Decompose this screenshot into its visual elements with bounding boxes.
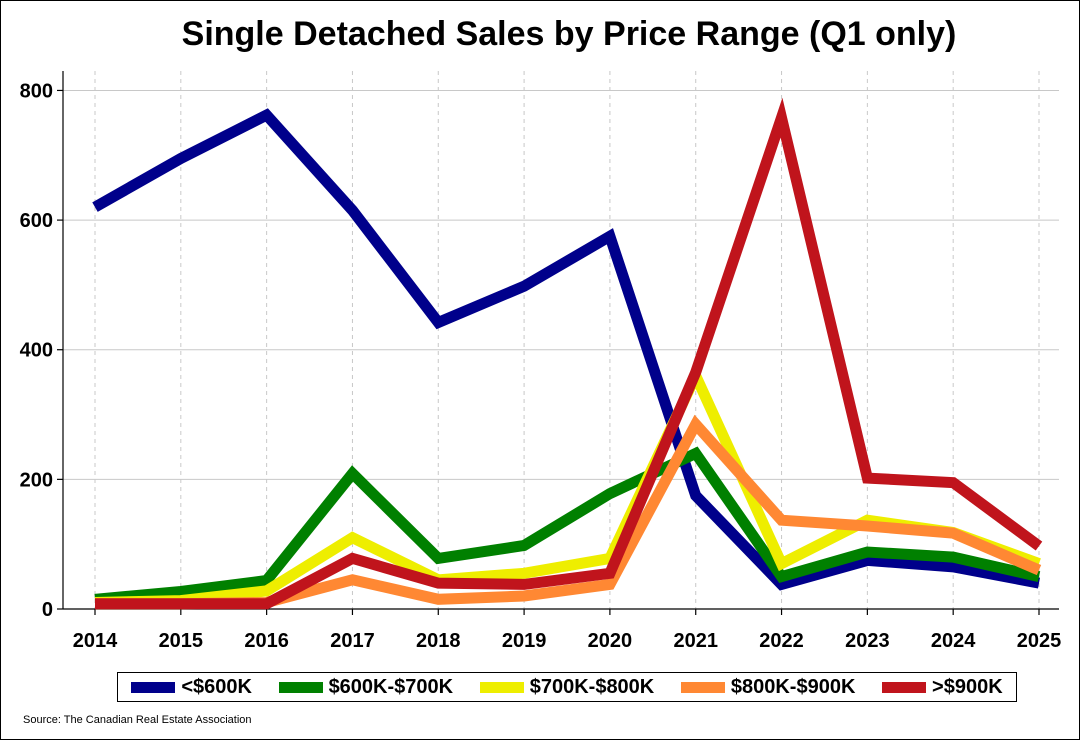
legend-item-1: $600K-$700K — [278, 675, 454, 699]
legend-swatch — [680, 681, 725, 693]
axis-layer: 0 200 400 600 800 2014 2015 2016 2017 2018 2019 202… — [20, 71, 1062, 652]
source-note: Source: The Canadian Real Estate Associa… — [23, 714, 252, 726]
x-tick-label: 2018 — [416, 630, 461, 652]
series-line-2 — [94, 362, 1041, 608]
legend-label: <$600K — [181, 675, 252, 698]
legend-swatch — [479, 681, 524, 693]
legend-label: >$900K — [932, 675, 1003, 698]
y-tick-label: 0 — [42, 599, 53, 621]
x-tick-label: 2017 — [330, 630, 375, 652]
x-tick-label: 2021 — [673, 630, 718, 652]
chart-title: Single Detached Sales by Price Range (Q1… — [181, 15, 957, 53]
x-tick-label: 2024 — [931, 630, 976, 652]
series-line-1 — [94, 446, 1041, 605]
series-line-0 — [92, 108, 1041, 591]
y-tick-label: 400 — [20, 340, 53, 362]
legend-swatch — [278, 681, 323, 693]
y-tick-label: 200 — [20, 469, 53, 491]
legend-swatch — [882, 681, 927, 693]
legend-item-4: >$900K — [882, 676, 1003, 699]
series-line-4 — [95, 97, 1043, 610]
legend-swatch — [131, 681, 176, 693]
x-tick-label: 2014 — [73, 630, 118, 652]
legend-item-0: <$600K — [131, 676, 252, 699]
legend-label: $800K-$900K — [730, 675, 856, 698]
x-tick-label: 2022 — [759, 630, 804, 652]
y-tick-label: 600 — [20, 210, 53, 232]
x-tick-label: 2025 — [1017, 630, 1062, 652]
legend-label: $600K-$700K — [328, 675, 454, 698]
x-tick-label: 2023 — [845, 630, 890, 652]
x-tick-label: 2019 — [502, 630, 547, 652]
legend-item-2: $700K-$800K — [479, 675, 655, 699]
x-tick-label: 2015 — [159, 630, 204, 652]
x-tick-label: 2016 — [244, 630, 289, 652]
x-tick-label: 2020 — [588, 630, 633, 652]
y-tick-label: 800 — [20, 80, 53, 102]
legend-item-3: $800K-$900K — [680, 675, 856, 699]
series-layer — [92, 97, 1043, 610]
legend: <$600K $600K-$700K $700K-$800K $800K-$900K >… — [117, 672, 1017, 702]
legend-label: $700K-$800K — [529, 675, 655, 698]
